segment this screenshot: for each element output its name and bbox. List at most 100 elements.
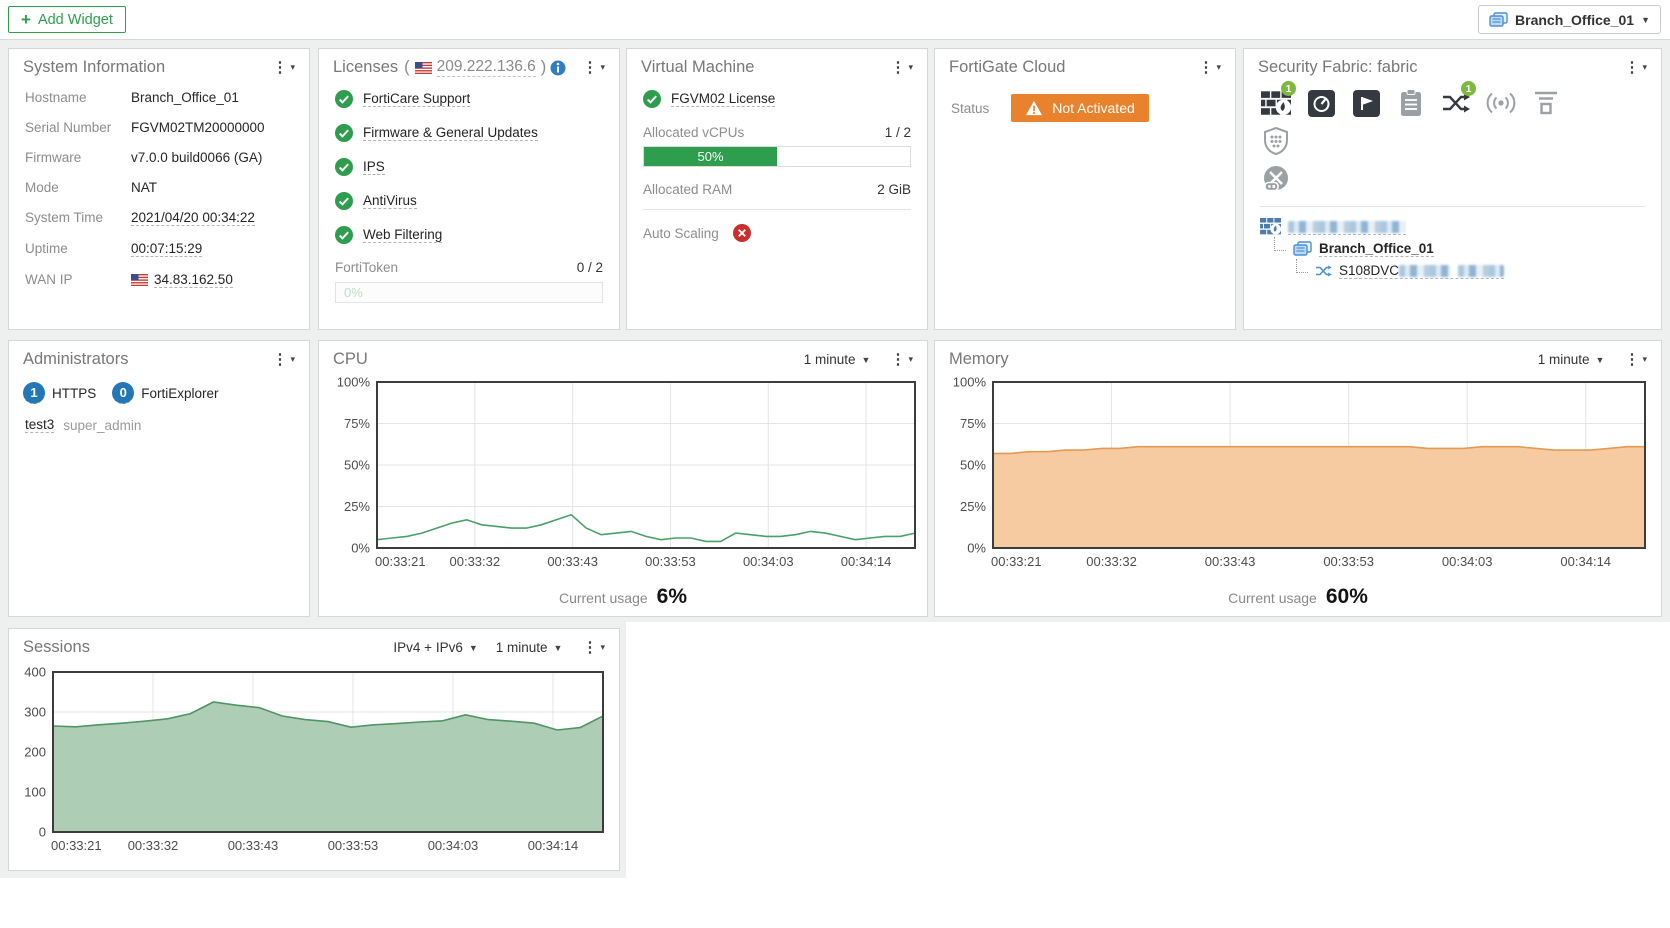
svg-text:00:34:03: 00:34:03 — [428, 838, 479, 853]
svg-text:100: 100 — [24, 785, 46, 800]
fabric-topology-tree: Branch_Office_01 S108DVC — [1244, 213, 1661, 284]
https-count-badge[interactable]: 1 — [23, 382, 45, 404]
check-circle-icon — [335, 192, 353, 210]
svg-text:0%: 0% — [351, 541, 370, 556]
redacted-text — [1399, 265, 1452, 278]
widget-menu-button[interactable]: ⋮ ▾ — [1622, 350, 1649, 369]
toolbar: + Add Widget Branch_Office_01 ▼ — [0, 0, 1670, 40]
chevron-down-icon: ▼ — [468, 642, 478, 653]
fortiextender-icon[interactable] — [1260, 164, 1292, 194]
svg-text:00:33:32: 00:33:32 — [128, 838, 179, 853]
protocol-dropdown[interactable]: IPv4 + IPv6 ▼ — [393, 640, 478, 655]
chevron-down-icon: ▾ — [1642, 62, 1647, 72]
vcpu-progress-bar: 50% — [643, 146, 911, 167]
device-selector[interactable]: Branch_Office_01 ▼ — [1478, 5, 1661, 34]
tree-item-fortiswitch[interactable]: S108DVC — [1296, 259, 1645, 282]
svg-text:00:33:53: 00:33:53 — [1323, 554, 1374, 569]
chevron-down-icon: ▼ — [1641, 14, 1650, 25]
license-server-ip-link[interactable]: 209.222.136.6 — [436, 58, 536, 77]
svg-text:100%: 100% — [953, 375, 987, 390]
fortitoken-progress-bar: 0% — [335, 282, 603, 303]
sysinfo-row-serial: Serial Number FGVM02TM20000000 — [25, 119, 265, 135]
widget-menu-button[interactable]: ⋮ ▾ — [1622, 58, 1649, 77]
vcpu-row: Allocated vCPUs 1 / 2 — [643, 125, 911, 140]
widget-menu-button[interactable]: ⋮ ▾ — [270, 350, 297, 369]
widget-menu-button[interactable]: ⋮ ▾ — [888, 58, 915, 77]
wan-ip-link[interactable]: 34.83.162.50 — [154, 271, 233, 288]
fortianalyzer-icon[interactable] — [1305, 88, 1337, 118]
license-item: AntiVirus — [319, 184, 619, 218]
fortisandbox-icon[interactable] — [1530, 88, 1562, 118]
fortiswitch-icon — [1315, 265, 1332, 277]
svg-text:00:33:43: 00:33:43 — [547, 554, 598, 569]
sysinfo-row-system-time: System Time 2021/04/20 00:34:22 — [25, 209, 255, 226]
check-circle-icon — [335, 90, 353, 108]
admin-row: test3 super_admin — [9, 408, 309, 442]
interval-dropdown[interactable]: 1 minute ▼ — [803, 352, 871, 367]
tree-item-root-fortigate[interactable] — [1260, 215, 1645, 238]
fortiap-icon[interactable] — [1485, 88, 1517, 118]
cloud-status-row: Status Not Activated — [935, 82, 1235, 134]
system-time-link[interactable]: 2021/04/20 00:34:22 — [131, 209, 255, 226]
kebab-icon: ⋮ — [890, 351, 906, 368]
tree-connector — [1296, 259, 1308, 273]
fortiswitch-icon[interactable]: 1 — [1440, 81, 1476, 118]
svg-text:200: 200 — [24, 745, 46, 760]
widget-menu-button[interactable]: ⋮ ▾ — [580, 638, 607, 657]
sysinfo-row-firmware: Firmware v7.0.0 build0066 (GA) — [25, 149, 263, 165]
sysinfo-row-wan-ip: WAN IP 34.83.162.50 — [25, 271, 233, 288]
tree-item-branch-office[interactable]: Branch_Office_01 — [1274, 237, 1645, 260]
widget-menu-button[interactable]: ⋮ ▾ — [580, 58, 607, 77]
fortitoken-count: 0 / 2 — [576, 260, 603, 275]
divider — [643, 209, 911, 210]
info-icon[interactable] — [550, 60, 566, 76]
kebab-icon: ⋮ — [272, 351, 288, 368]
license-link-forticare[interactable]: FortiCare Support — [363, 91, 471, 107]
check-circle-icon — [335, 226, 353, 244]
widget-menu-button[interactable]: ⋮ ▾ — [1196, 58, 1223, 77]
widget-title: FortiGate Cloud — [949, 58, 1066, 76]
widget-menu-button[interactable]: ⋮ ▾ — [270, 58, 297, 77]
svg-text:00:33:21: 00:33:21 — [991, 554, 1042, 569]
chevron-down-icon: ▼ — [553, 642, 563, 653]
add-widget-button[interactable]: + Add Widget — [8, 6, 126, 33]
license-link-webfilter[interactable]: Web Filtering — [363, 227, 443, 243]
fortitoken-percent: 0% — [344, 285, 363, 300]
check-circle-icon — [335, 124, 353, 142]
kebab-icon: ⋮ — [890, 59, 906, 76]
us-flag-icon — [131, 273, 148, 286]
chevron-down-icon: ▼ — [861, 354, 871, 365]
fortimail-icon[interactable] — [1395, 88, 1427, 118]
not-activated-button[interactable]: Not Activated — [1011, 94, 1149, 122]
svg-text:00:33:53: 00:33:53 — [645, 554, 696, 569]
interval-dropdown[interactable]: 1 minute ▼ — [1537, 352, 1605, 367]
warning-icon — [1026, 100, 1043, 116]
svg-text:75%: 75% — [960, 416, 986, 431]
svg-text:00:33:43: 00:33:43 — [228, 838, 279, 853]
widget-menu-button[interactable]: ⋮ ▾ — [888, 350, 915, 369]
vm-license-row: FGVM02 License — [627, 82, 927, 116]
chevron-down-icon: ▾ — [1216, 62, 1221, 72]
svg-text:00:33:32: 00:33:32 — [450, 554, 501, 569]
chevron-down-icon: ▾ — [1642, 354, 1647, 364]
fortigate-icon[interactable]: 1 — [1260, 81, 1296, 118]
memory-chart: 100% 75% 50% 25% 0% 00:33:21 00:33:32 00:33:43 0… — [953, 375, 1646, 569]
interval-dropdown[interactable]: 1 minute ▼ — [495, 640, 563, 655]
license-link-ips[interactable]: IPS — [363, 159, 385, 175]
forticlient-ems-icon[interactable] — [1260, 126, 1292, 156]
chevron-down-icon: ▾ — [290, 62, 295, 72]
fortiexplorer-count-badge[interactable]: 0 — [112, 382, 135, 404]
svg-text:25%: 25% — [960, 499, 986, 514]
uptime-link[interactable]: 00:07:15:29 — [131, 240, 203, 257]
fortimanager-icon[interactable] — [1350, 88, 1382, 118]
svg-text:400: 400 — [24, 665, 46, 680]
svg-text:0: 0 — [39, 825, 46, 840]
license-link-antivirus[interactable]: AntiVirus — [363, 193, 417, 209]
vm-license-link[interactable]: FGVM02 License — [671, 91, 776, 107]
chevron-down-icon: ▾ — [290, 354, 295, 364]
admin-name-link[interactable]: test3 — [25, 417, 55, 433]
sysinfo-row-uptime: Uptime 00:07:15:29 — [25, 240, 203, 257]
check-circle-icon — [643, 90, 661, 108]
fortigate-icon — [1260, 218, 1281, 235]
license-link-firmware[interactable]: Firmware & General Updates — [363, 125, 538, 141]
